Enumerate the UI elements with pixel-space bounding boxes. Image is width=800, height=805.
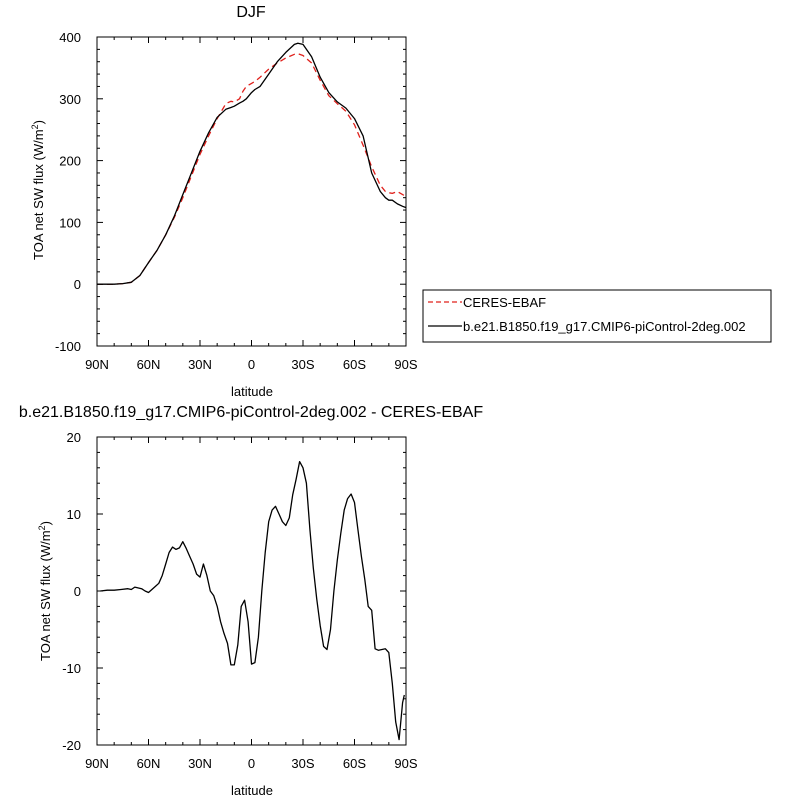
panel1-x-tick-label: 90S [394,357,417,372]
panel2-series-line-0 [100,460,405,741]
panel2-y-tick-label: 0 [74,584,81,599]
panel1-y-tick-label: -100 [55,339,81,354]
panel2-y-axis-label-sup: 2 [37,525,47,530]
panel2-x-tick-label: 30S [291,756,314,771]
panel2-x-tick-label: 90S [394,756,417,771]
panel1-y-tick-label: 400 [59,30,81,45]
panel1-y-axis-label-sup: 2 [30,124,40,129]
panel2-x-tick-label: 90N [85,756,109,771]
panel1-y-tick-label: 300 [59,92,81,107]
panel1-x-axis-label: latitude [231,384,273,399]
panel1-y-tick-label: 200 [59,154,81,169]
panel2-title: b.e21.B1850.f19_g17.CMIP6-piControl-2deg… [19,404,483,421]
panel1-y-axis-label: TOA net SW flux (W/m2) [30,120,46,260]
panel1-title: DJF [236,4,266,21]
panel2-y-tick-label: 20 [67,430,81,445]
panel2-x-tick-label: 60S [343,756,366,771]
panel1-plot: 90N 60N 30N 0 30S 60S 90S -100 0 100 200 300 400 [55,30,418,372]
panel2-x-axis-label: latitude [231,783,273,798]
panel1-x-tick-label: 60N [137,357,161,372]
panel1-x-tick-label: 30N [188,357,212,372]
panel2-x-tick-label: 0 [248,756,255,771]
panel1-x-tick-label: 30S [291,357,314,372]
panel2-plot: 90N 60N 30N 0 30S 60S 90S -20 -10 0 10 20 [62,430,418,771]
panel2-y-tick-label: -20 [62,738,81,753]
panel1-y-axis-label-main: TOA net SW flux (W/m [31,129,46,260]
panel1-legend: CERES-EBAF b.e21.B1850.f19_g17.CMIP6-piC… [422,289,772,343]
panel2-y-tick-label: 10 [67,507,81,522]
panel2-y-tick-label: -10 [62,661,81,676]
legend-box [422,289,772,343]
panel2-y-axis-label-main: TOA net SW flux (W/m [38,530,53,661]
legend-label-ceres: CERES-EBAF [463,295,546,310]
panel2-x-tick-label: 30N [188,756,212,771]
panel1-y-tick-label: 0 [74,277,81,292]
panel2-y-axis-label-tail: ) [38,521,53,525]
panel1-series-line-1 [97,42,407,285]
panel2-y-axis-label: TOA net SW flux (W/m2) [37,521,53,661]
panel2-x-tick-label: 60N [137,756,161,771]
legend-label-model: b.e21.B1850.f19_g17.CMIP6-piControl-2deg… [463,319,746,334]
panel1-y-tick-label: 100 [59,215,81,230]
panel1-x-tick-label: 0 [248,357,255,372]
panel1-y-axis-label-tail: ) [31,120,46,124]
panel1-x-tick-label: 60S [343,357,366,372]
panel1-x-tick-label: 90N [85,357,109,372]
